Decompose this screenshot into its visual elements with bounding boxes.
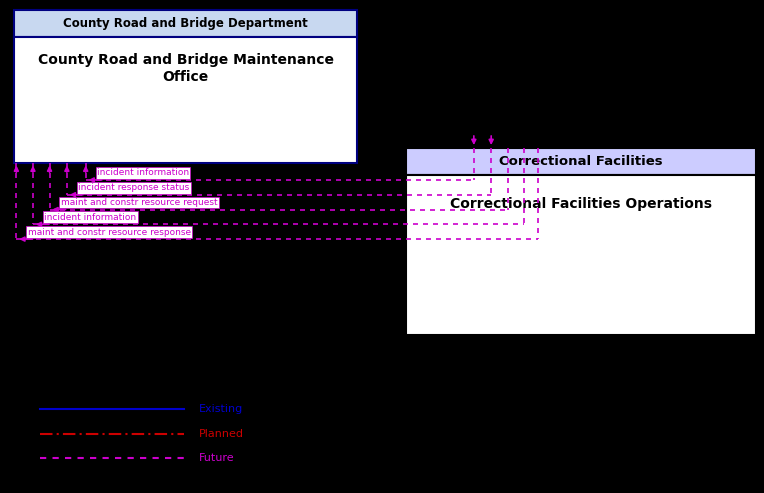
- FancyBboxPatch shape: [406, 148, 756, 175]
- Text: County Road and Bridge Maintenance
Office: County Road and Bridge Maintenance Offic…: [37, 53, 334, 83]
- FancyBboxPatch shape: [14, 10, 357, 37]
- FancyBboxPatch shape: [14, 37, 357, 163]
- FancyBboxPatch shape: [406, 175, 756, 335]
- Text: incident response status: incident response status: [78, 183, 189, 192]
- Text: Planned: Planned: [199, 429, 244, 439]
- Text: maint and constr resource request: maint and constr resource request: [61, 198, 218, 207]
- Text: County Road and Bridge Department: County Road and Bridge Department: [63, 17, 308, 30]
- Text: Existing: Existing: [199, 404, 243, 414]
- Text: Future: Future: [199, 454, 235, 463]
- Text: Correctional Facilities Operations: Correctional Facilities Operations: [450, 197, 712, 211]
- Text: incident information: incident information: [97, 169, 189, 177]
- Text: incident information: incident information: [44, 213, 137, 222]
- Text: maint and constr resource response: maint and constr resource response: [28, 228, 191, 237]
- Text: Correctional Facilities: Correctional Facilities: [500, 155, 663, 168]
